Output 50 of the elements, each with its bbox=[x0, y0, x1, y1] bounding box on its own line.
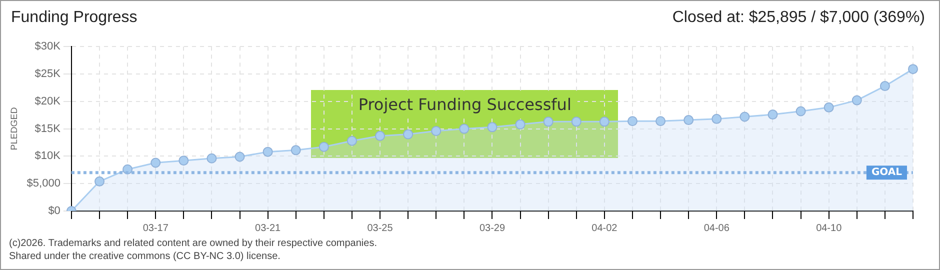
point bbox=[852, 95, 862, 106]
text: Shared under the creative commons (CC BY-NC 3.0) license. bbox=[9, 250, 282, 263]
x-tick-label: 04-02 bbox=[592, 222, 618, 234]
y-tick-label: $10K bbox=[34, 150, 62, 162]
point bbox=[824, 102, 834, 112]
point bbox=[599, 116, 610, 127]
point bbox=[880, 81, 890, 92]
point bbox=[740, 112, 750, 122]
point bbox=[627, 116, 638, 126]
point bbox=[375, 130, 386, 141]
point bbox=[234, 152, 245, 162]
point bbox=[768, 110, 778, 120]
x-tick-label: 03-21 bbox=[255, 222, 282, 234]
x-tick-label: 03-29 bbox=[479, 222, 506, 234]
point bbox=[431, 126, 442, 136]
point bbox=[290, 145, 301, 156]
x-tick-label: 03-25 bbox=[367, 222, 394, 234]
y-axis-title: PLEDGED bbox=[8, 106, 19, 150]
point bbox=[656, 116, 666, 126]
point bbox=[796, 106, 806, 116]
point bbox=[459, 124, 470, 134]
point bbox=[571, 116, 582, 127]
point bbox=[487, 122, 498, 132]
point bbox=[712, 114, 722, 124]
x-tick-label: 04-10 bbox=[816, 222, 842, 234]
point bbox=[515, 119, 526, 130]
point bbox=[908, 64, 918, 74]
point bbox=[206, 153, 217, 164]
point bbox=[150, 158, 161, 168]
point bbox=[318, 142, 329, 152]
text: (c)2026. Trademarks and related content are owned by their respective companies. bbox=[9, 237, 377, 250]
point bbox=[178, 156, 189, 166]
x-tick-label: 03-17 bbox=[142, 222, 169, 234]
y-tick-label: $20K bbox=[34, 95, 62, 108]
y-tick-label: $0 bbox=[48, 205, 60, 218]
y-tick-label: $25K bbox=[34, 68, 62, 80]
ref-line-label: GOAL bbox=[871, 167, 903, 178]
x-tick-label: 04-06 bbox=[704, 222, 730, 234]
y-tick-label: $15K bbox=[34, 122, 62, 135]
y-tick-label: $5,000 bbox=[26, 178, 60, 190]
chart-title: Funding Progress bbox=[11, 9, 138, 27]
chart-subtitle: Closed at: $25,895 / $7,000 (369%) bbox=[672, 9, 925, 27]
annotation: Project Funding Successful bbox=[352, 93, 578, 116]
point bbox=[684, 115, 694, 126]
point bbox=[94, 176, 104, 186]
point bbox=[543, 116, 554, 127]
point bbox=[346, 136, 357, 146]
point bbox=[403, 129, 414, 140]
y-tick-label: $30K bbox=[34, 40, 62, 53]
point bbox=[262, 146, 273, 157]
